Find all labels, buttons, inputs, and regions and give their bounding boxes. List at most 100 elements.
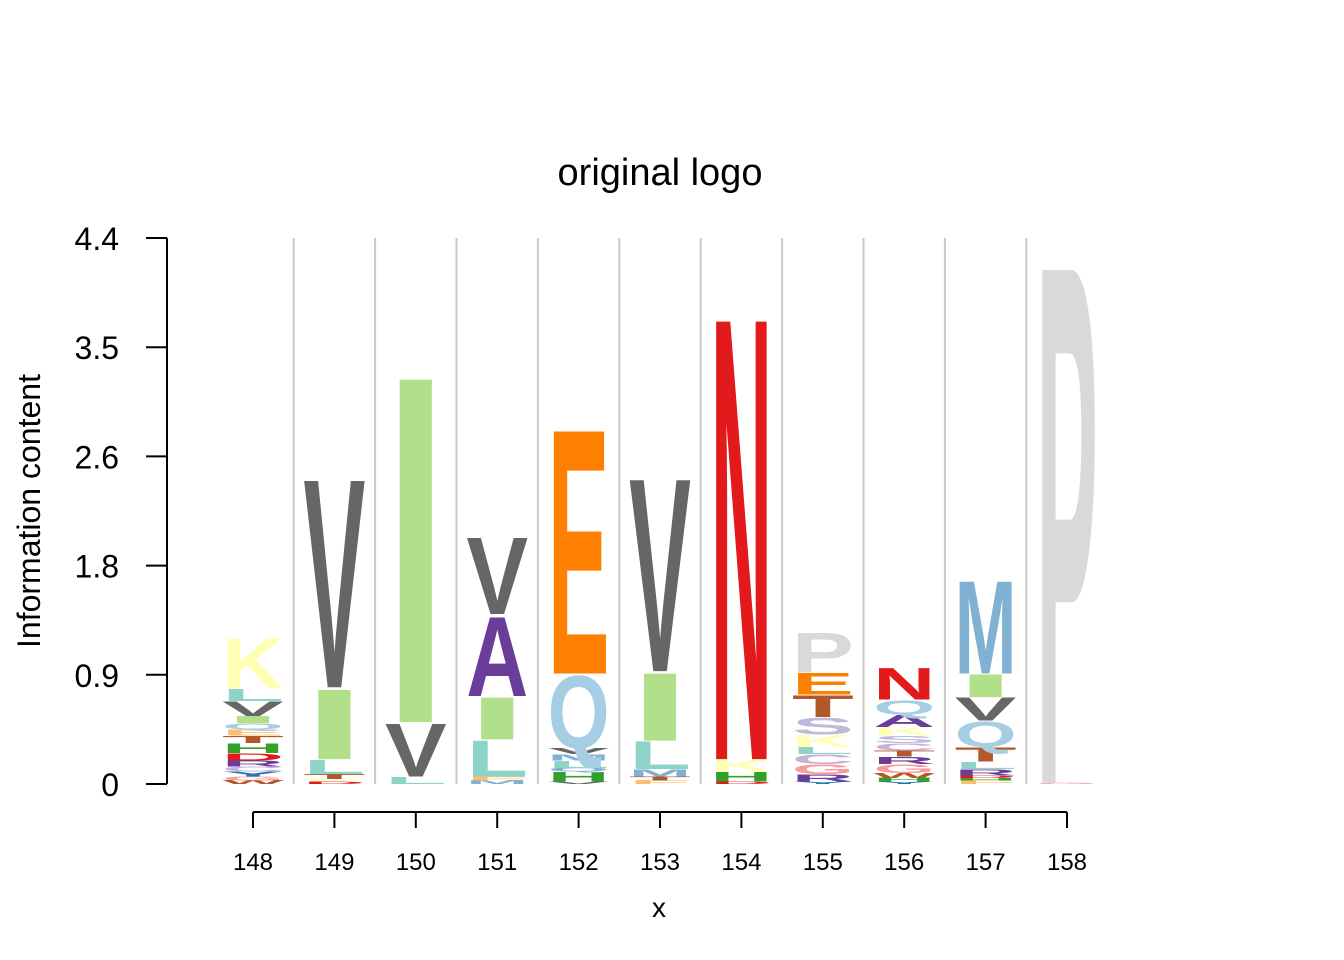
logo-letter: T [303, 773, 365, 781]
logo-letter: L [303, 755, 365, 778]
logo-letter: Q [548, 654, 610, 771]
x-tick-label: 154 [721, 849, 761, 876]
logo-letter: W [873, 772, 935, 780]
logo-letter: M [629, 767, 691, 779]
logo-letter: F [303, 778, 365, 782]
x-tick-label: 153 [640, 849, 680, 876]
logo-letter: Y [873, 781, 935, 785]
logo-letter: R [955, 768, 1017, 778]
logo-letter: Q [548, 767, 610, 773]
logo-letter: L [548, 759, 610, 771]
logo-letter: M [955, 553, 1017, 702]
logo-letter: V [548, 746, 610, 756]
logo-letter: V [466, 514, 528, 638]
x-tick-label: 148 [233, 849, 273, 876]
logo-letter: R [873, 755, 935, 767]
logo-letter: Q [222, 722, 284, 732]
logo-letter: I [385, 272, 447, 828]
logo-letter: Q [873, 696, 935, 719]
logo-letter: K [792, 731, 854, 750]
logo-letter: K [710, 756, 772, 775]
logo-letter: V [222, 697, 284, 720]
logo-letter: H [873, 777, 935, 783]
x-tick-label: 157 [966, 849, 1006, 876]
logo-letter: K [873, 725, 935, 738]
logo-letter: P [792, 621, 854, 685]
chart-title: original logo [558, 152, 763, 194]
logo-letter: S [873, 734, 935, 746]
logo-letter: G [792, 762, 854, 778]
logo-letter: N [873, 659, 935, 710]
logo-letter: F [955, 779, 1017, 785]
logo-letter: G [873, 762, 935, 776]
logo-letter: V [548, 781, 610, 785]
logo-letter: L [385, 775, 447, 787]
y-axis: 0 0.9 1.8 2.6 3.5 4.4 [75, 221, 168, 803]
position-separators [292, 238, 1028, 784]
logo-letter: H [222, 741, 284, 757]
logo-letter: L [222, 685, 284, 704]
logo-letter: T [629, 776, 691, 782]
logo-letter: C [222, 765, 284, 773]
logo-letter: S [792, 713, 854, 740]
logo-letter: R [222, 759, 284, 769]
logo-letter: A [873, 712, 935, 731]
y-axis-title: Information content [11, 374, 47, 648]
logo-letter: A [466, 593, 528, 721]
y-tick-label: 4.4 [75, 221, 119, 257]
y-tick-label: 2.6 [75, 439, 119, 475]
logo-letter: L [955, 760, 1017, 772]
logo-letter: L [792, 745, 854, 757]
logo-letter: R [792, 772, 854, 784]
logo-letter: D [955, 775, 1017, 779]
logo-letter: I [629, 653, 691, 761]
logo-letter: D [222, 751, 284, 763]
logo-letter: H [710, 769, 772, 785]
logo-letter: D [303, 781, 365, 785]
logo-letter: E [548, 355, 610, 749]
logo-letter: M [548, 753, 610, 763]
logo-letter: K [222, 623, 284, 704]
x-axis-title: x [652, 892, 666, 923]
x-axis: 148 149 150 151 152 153 154 155 156 157 158 [233, 811, 1087, 876]
logo-letter: E [792, 666, 854, 701]
x-tick-label: 150 [396, 849, 436, 876]
logo-letter: E [222, 728, 284, 738]
logo-letter: L [629, 733, 691, 777]
logo-letter: V [304, 417, 366, 752]
logo-letter: H [548, 769, 610, 785]
logo-letter: L [466, 730, 528, 788]
logo-letter: F [466, 776, 528, 782]
logo-letter: I [466, 684, 528, 752]
logo-letter: W [222, 779, 284, 785]
x-tick-label: 149 [314, 849, 354, 876]
logo-letter: T [222, 734, 284, 746]
logo-letter: V [955, 691, 1017, 728]
logo-letter: F [629, 779, 691, 785]
logo-letter: G [222, 776, 284, 782]
logo-letter: M [466, 779, 528, 785]
logo-letter: T [955, 743, 1017, 766]
logo-letter: Y [222, 770, 284, 778]
logo-letter: C [873, 741, 935, 753]
y-tick-label: 1.8 [75, 549, 119, 585]
logo-letter: C [792, 752, 854, 768]
logo-letter: T [873, 749, 935, 759]
logo-letter: N [710, 185, 772, 896]
x-tick-label: 152 [559, 849, 599, 876]
logo-letter: G [1036, 782, 1098, 784]
logo-letter: I [303, 668, 365, 781]
logo-letter: D [710, 781, 772, 785]
x-tick-label: 151 [477, 849, 517, 876]
logo-letter: Y [792, 781, 854, 785]
logo-letter: T [792, 689, 854, 724]
x-tick-label: 158 [1047, 849, 1087, 876]
logo-letter: H [955, 777, 1017, 781]
y-tick-label: 3.5 [75, 330, 119, 366]
logo-letter: P [1036, 108, 1098, 942]
logo-letter: V [629, 420, 691, 730]
logo-letter: I [222, 714, 284, 726]
x-tick-label: 155 [803, 849, 843, 876]
y-tick-label: 0.9 [75, 658, 119, 694]
